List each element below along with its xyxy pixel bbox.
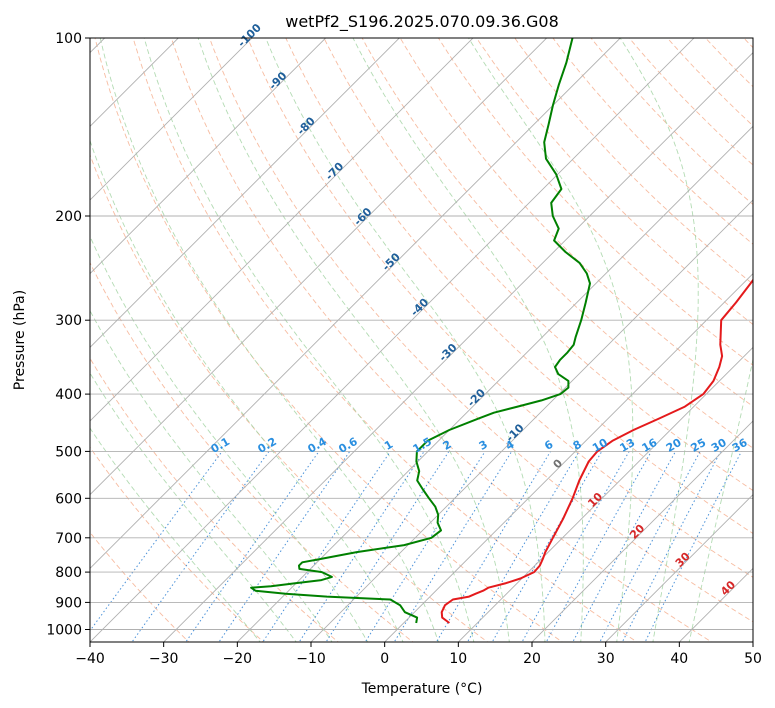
dry-adiabat-line (205, 25, 775, 645)
isotherm-line (603, 25, 775, 645)
dry-adiabat-line (0, 25, 266, 645)
isotherm-line (751, 25, 775, 645)
moist-adiabat-line (0, 38, 262, 644)
isotherm-line (0, 25, 486, 645)
isotherm-label: -40 (408, 295, 431, 318)
mixing-ratio-label: 16 (640, 436, 660, 455)
x-tick-label: −20 (223, 651, 253, 667)
mixing-ratio-label: 8 (571, 438, 584, 453)
isotherm-label: -100 (235, 21, 264, 50)
y-tick-label: 900 (55, 595, 82, 611)
mixing-ratio-label: 6 (542, 438, 555, 453)
mixing-ratio-label: 1 (382, 438, 395, 453)
mixing-ratio-line (644, 451, 742, 644)
mixing-ratio-label: 0.4 (306, 435, 330, 456)
dry-adiabat-line (393, 25, 775, 645)
x-tick-label: 50 (744, 651, 762, 667)
dry-adiabat-line (167, 25, 716, 645)
y-tick-label: 800 (55, 565, 82, 581)
moist-adiabat-line (32, 38, 369, 644)
isotherm-line (382, 25, 775, 645)
mixing-ratio-label: 36 (730, 436, 750, 455)
dry-adiabat-line (543, 25, 775, 645)
dry-adiabat-line (130, 25, 641, 645)
y-tick-label: 700 (55, 531, 82, 547)
dry-adiabat-line (355, 25, 775, 645)
mixing-ratio-label: 20 (664, 436, 684, 455)
x-tick-label: 0 (380, 651, 389, 667)
isotherm-line (0, 25, 265, 645)
moist-adiabat-line (100, 38, 439, 644)
dry-adiabat-line (581, 25, 775, 645)
isotherm-line (456, 25, 775, 645)
mixing-ratio-label: 30 (709, 436, 729, 455)
isotherm-label: 10 (585, 490, 605, 510)
dry-adiabat-line (242, 25, 775, 645)
isotherm-label: -80 (295, 114, 318, 137)
x-tick-label: −10 (296, 651, 326, 667)
isotherm-line (0, 25, 339, 645)
mixing-ratio-line (466, 451, 579, 644)
dry-adiabat-line (769, 25, 775, 645)
dry-adiabat-line (694, 25, 775, 645)
x-tick-label: 10 (449, 651, 467, 667)
dry-adiabat-line (656, 25, 775, 645)
isotherm-label: -50 (380, 250, 403, 273)
dry-adiabat-line (54, 25, 491, 645)
isotherm-label: -20 (465, 386, 488, 409)
isotherm-label: 20 (627, 521, 647, 541)
x-tick-label: 30 (597, 651, 615, 667)
y-tick-label: 400 (55, 387, 82, 403)
isotherm-line (309, 25, 775, 645)
mixing-ratio-label: 3 (477, 438, 490, 453)
mixing-ratio-label: 25 (689, 436, 709, 455)
mixing-ratio-label: 10 (590, 436, 610, 455)
y-axis-label: Pressure (hPa) (12, 290, 28, 390)
moist-adiabat-line (353, 38, 583, 644)
line-labels: 0.1 0.2 0.4 0.6 1 1.5 2 3 4 6 8 10 13 16 20 25 30 36-100-… (209, 21, 750, 598)
dry-adiabat-line (468, 25, 775, 645)
isotherm-label: -90 (266, 69, 289, 92)
mixing-ratio-label: 1.5 (411, 435, 434, 456)
x-axis-label: Temperature (°C) (361, 681, 483, 697)
y-tick-label: 200 (55, 209, 82, 225)
isotherm-label: 30 (673, 550, 693, 570)
mixing-ratio-line (80, 451, 222, 644)
x-tick-label: −30 (149, 651, 179, 667)
isotherm-line (235, 25, 775, 645)
x-tick-label: 20 (523, 651, 541, 667)
x-tick-label: 40 (670, 651, 688, 667)
isotherm-label: -70 (323, 160, 346, 183)
isotherm-label: 40 (718, 578, 738, 598)
y-tick-label: 500 (55, 444, 82, 460)
y-tick-label: 300 (55, 313, 82, 329)
mixing-ratio-line (572, 451, 676, 644)
x-tick-label: −40 (75, 651, 105, 667)
moist-adiabat-line (4, 38, 334, 644)
dry-adiabat-line (0, 25, 191, 645)
isotherm-line (88, 25, 708, 645)
background-lines (0, 25, 775, 645)
y-tick-label: 600 (55, 491, 82, 507)
isotherm-line (0, 25, 192, 645)
chart-title: wetPf2_S196.2025.070.09.36.G08 (285, 12, 559, 32)
moist-adiabat-line (689, 38, 775, 644)
mixing-ratio-label: 0.1 (209, 435, 232, 456)
y-tick-label: 1000 (46, 623, 82, 639)
axis-ticks: −40 −30 −20 −10 0 10 20 30 40 50 1000 900 800 700 600 5… (46, 31, 762, 667)
grid-lines (0, 25, 775, 645)
moist-adiabat-line (0, 38, 298, 644)
y-tick-label: 100 (55, 31, 82, 47)
mixing-ratio-label: 2 (441, 438, 454, 453)
isotherm-line (530, 25, 775, 645)
isotherm-label: -30 (436, 341, 459, 364)
mixing-ratio-label: 0.6 (336, 435, 360, 456)
dry-adiabat-line (280, 25, 775, 645)
dry-adiabat-line (430, 25, 775, 645)
moist-adiabat-line (469, 38, 633, 644)
mixing-ratio-line (217, 451, 349, 644)
